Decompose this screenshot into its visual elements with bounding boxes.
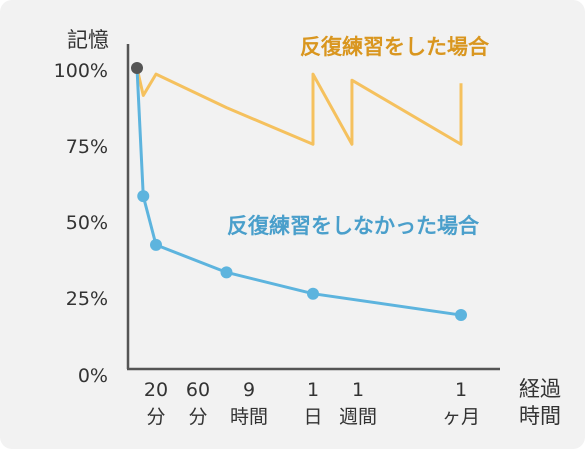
x-tick-60-top: 60 [186,379,210,401]
y-tick-100: 100% [54,60,108,82]
x-tick-month-top: 1 [455,379,467,401]
legend-repeated-practice: 反復練習をした場合 [300,35,490,59]
series-line-repeated-practice [135,67,463,146]
x-tick-day-bottom: 日 [303,406,322,428]
series-line-no-practice [135,67,462,317]
start-point [131,62,143,74]
x-axis-label-line1: 経過 [519,377,561,401]
legend-no-practice: 反復練習をしなかった場合 [227,214,480,238]
x-tick-9-bottom: 時間 [230,406,268,428]
data-point-no-practice [220,266,233,279]
y-axis-label: 記憶 [67,28,109,52]
x-tick-month-bottom: ヶ月 [442,406,480,428]
x-tick-9-top: 9 [243,379,255,401]
data-point-no-practice [150,238,162,251]
x-tick-week-bottom: 週間 [339,406,377,428]
x-axis-label-line2: 時間 [519,404,561,428]
x-tick-20-bottom: 分 [146,406,165,428]
x-tick-20-top: 20 [144,379,168,401]
data-point-no-practice [455,309,467,322]
y-tick-75: 75% [66,136,108,158]
y-tick-25: 25% [66,288,108,310]
y-tick-0: 0% [78,365,108,387]
y-tick-50: 50% [66,212,108,234]
x-tick-day-top: 1 [307,379,319,401]
x-tick-60-bottom: 分 [188,406,207,428]
x-tick-week-top: 1 [352,379,364,401]
data-point-no-practice [137,190,150,203]
data-point-no-practice [307,287,319,300]
